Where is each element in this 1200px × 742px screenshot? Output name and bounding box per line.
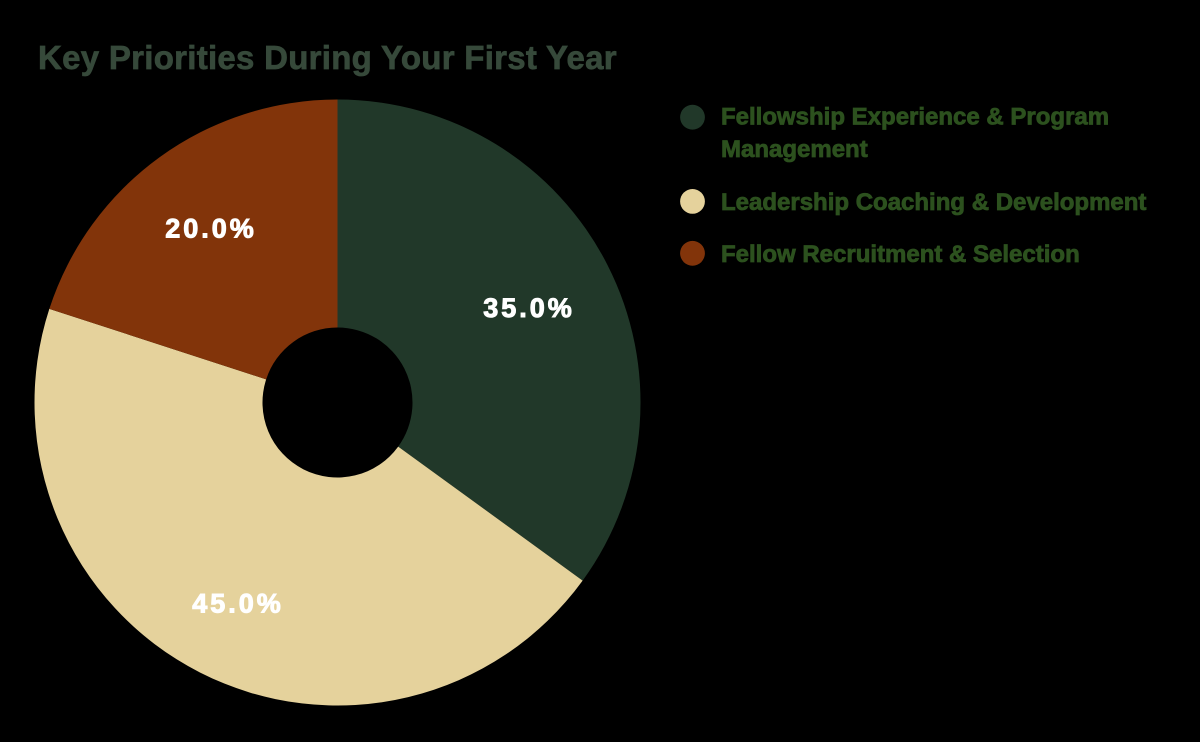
- svg-text:45.0%: 45.0%: [192, 589, 284, 619]
- svg-text:35.0%: 35.0%: [483, 293, 575, 323]
- svg-text:Key Priorities During Your Fir: Key Priorities During Your First Year: [38, 39, 617, 76]
- svg-text:Fellowship Experience & Progra: Fellowship Experience & Program: [721, 104, 1109, 131]
- svg-text:Fellow Recruitment & Selection: Fellow Recruitment & Selection: [721, 241, 1080, 268]
- svg-text:Management: Management: [721, 136, 868, 163]
- svg-text:Leadership Coaching & Developm: Leadership Coaching & Development: [721, 189, 1146, 216]
- svg-text:20.0%: 20.0%: [165, 213, 257, 243]
